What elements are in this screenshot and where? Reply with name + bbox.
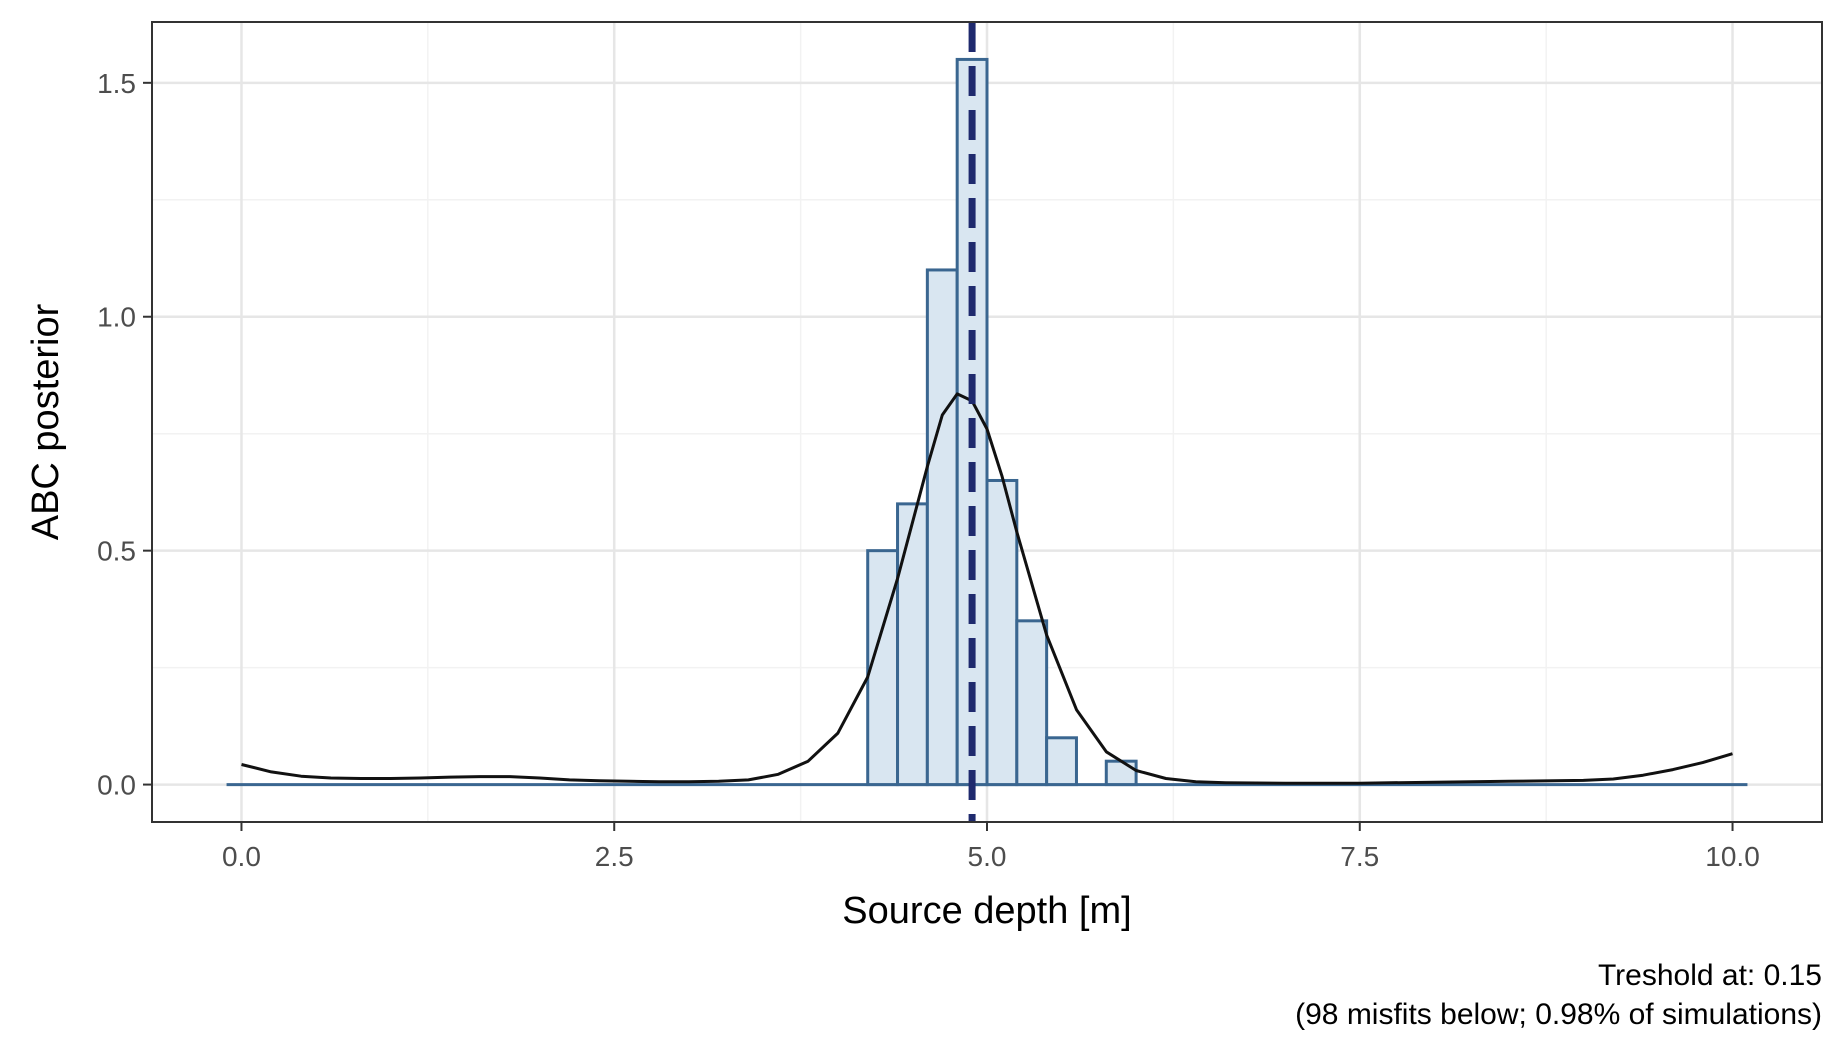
y-tick-label: 0.5 [97,536,136,567]
y-axis-ticks: 0.0 0.5 1.0 1.5 [97,68,152,801]
histogram-bar [866,549,900,787]
histogram-bar [896,502,929,787]
histogram-bar [1015,619,1049,787]
y-tick-label: 1.0 [97,302,136,333]
y-tick-label: 0.0 [97,770,136,801]
density-curve-group [241,392,1733,785]
x-tick-label: 10.0 [1705,841,1760,872]
histogram-bar [1104,759,1138,787]
histogram-bar [925,268,959,787]
density-curve [241,392,1733,785]
histogram-bar [1045,736,1078,787]
x-axis-ticks: 0.0 2.5 5.0 7.5 10.0 [222,822,1760,872]
caption-threshold: Treshold at: 0.15 [1598,959,1822,992]
y-axis-title: ABC posterior [25,303,67,540]
x-tick-label: 7.5 [1340,841,1379,872]
x-tick-label: 0.0 [222,841,261,872]
y-tick-label: 1.5 [97,68,136,99]
x-tick-label: 2.5 [595,841,634,872]
histogram-bar [985,478,1019,787]
x-tick-label: 5.0 [968,841,1007,872]
histogram-bars [226,57,1748,787]
caption-misfits: (98 misfits below; 0.98% of simulations) [1295,998,1822,1031]
x-axis-title: Source depth [m] [842,890,1131,932]
